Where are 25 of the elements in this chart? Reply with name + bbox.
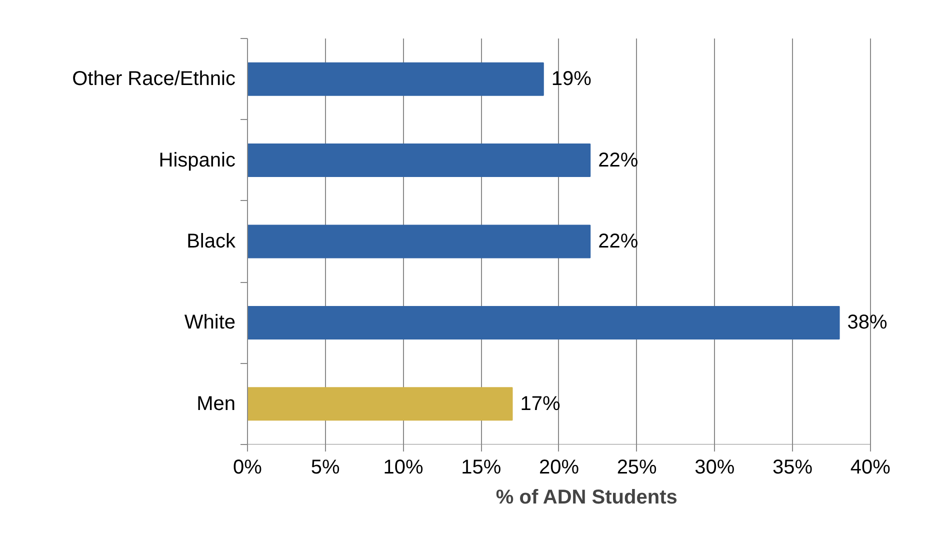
y-tick-label: Hispanic bbox=[158, 149, 236, 172]
y-tick-label: White bbox=[184, 312, 236, 334]
y-tick-label: Other Race/Ethnic bbox=[72, 68, 236, 90]
data-label: 22% bbox=[598, 149, 638, 172]
bar bbox=[248, 306, 840, 340]
bar bbox=[248, 62, 544, 96]
data-label: 17% bbox=[520, 392, 560, 415]
data-label: 22% bbox=[598, 230, 638, 252]
x-tick-label: 0% bbox=[233, 456, 262, 478]
y-tick-label: Men bbox=[196, 392, 236, 415]
x-tick-label: 40% bbox=[850, 456, 891, 478]
x-tick-label: 20% bbox=[538, 456, 580, 478]
x-tick-label: 30% bbox=[694, 456, 735, 478]
x-tick-label: 5% bbox=[310, 456, 340, 478]
x-tick-label: 10% bbox=[383, 456, 424, 478]
bar bbox=[248, 224, 591, 258]
data-label: 38% bbox=[847, 312, 888, 334]
data-label: 19% bbox=[551, 68, 592, 90]
x-axis-title: % of ADN Students bbox=[496, 486, 678, 508]
y-tick-label: Black bbox=[186, 230, 236, 252]
bar bbox=[248, 387, 513, 421]
x-tick-label: 15% bbox=[461, 456, 502, 478]
x-tick-label: 35% bbox=[772, 456, 813, 478]
bar bbox=[248, 144, 591, 178]
x-tick-label: 25% bbox=[616, 456, 658, 478]
